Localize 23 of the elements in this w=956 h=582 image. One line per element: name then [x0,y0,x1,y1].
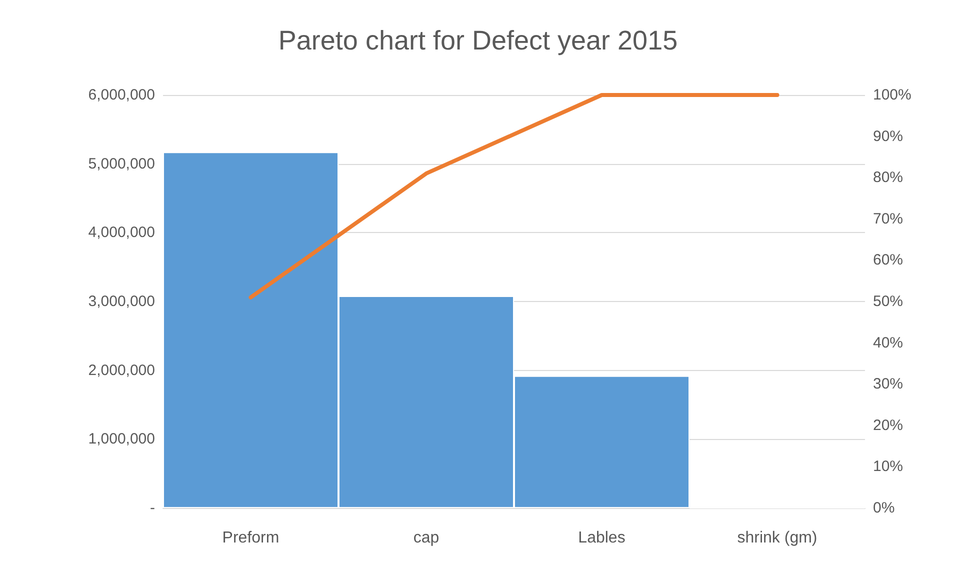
y2-tick-label: 20% [873,416,904,434]
y2-tick-label: 50% [873,293,904,310]
y-tick-label: 5,000,000 [88,155,155,172]
x-tick-label: Preform [222,530,280,546]
y2-tick-label: 0% [873,500,895,516]
chart-title: Pareto chart for Defect year 2015 [278,26,678,56]
y2-tick-label: 10% [873,458,904,476]
x-tick-label: shrink (gm) [737,530,818,546]
y-tick-label: - [150,500,155,516]
y2-tick-label: 100% [873,86,912,104]
y-tick-label: 2,000,000 [88,362,155,379]
x-tick-label: cap [413,530,440,546]
y2-tick-label: 60% [873,252,904,269]
y-tick-label: 6,000,000 [88,86,155,104]
y2-tick-label: 40% [873,334,904,352]
x-tick-label: Lables [578,530,626,546]
y2-tick-label: 30% [873,376,904,393]
y-tick-label: 4,000,000 [88,224,155,242]
y2-tick-label: 70% [873,210,904,228]
y-tick-label: 3,000,000 [88,293,155,310]
y-tick-label: 1,000,000 [88,430,155,448]
y2-tick-label: 80% [873,169,904,186]
y2-tick-label: 90% [873,128,904,145]
